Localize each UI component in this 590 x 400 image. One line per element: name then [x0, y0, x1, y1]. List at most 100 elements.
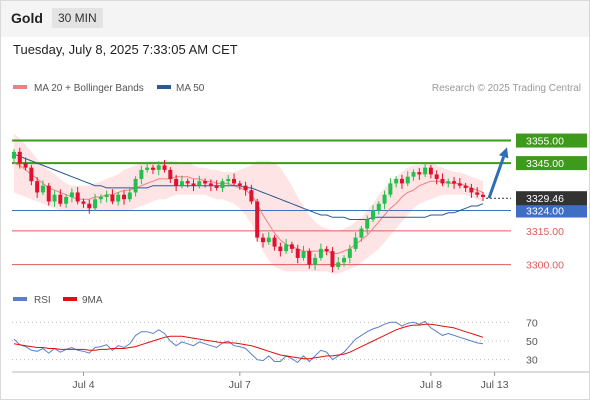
candle	[243, 181, 248, 196]
candle-body	[226, 178, 231, 182]
candle-body	[145, 167, 150, 170]
projection-arrow-shaft	[487, 156, 506, 199]
level-label-3315.00: 3315.00	[526, 226, 564, 238]
rsi-tick-label: 30	[526, 355, 538, 367]
candle	[336, 257, 341, 270]
candle	[64, 194, 69, 208]
candle	[382, 190, 387, 210]
candle	[353, 232, 358, 252]
candle-body	[214, 185, 219, 188]
candle-body	[208, 183, 213, 186]
candle-body	[423, 167, 428, 175]
candle-body	[150, 167, 155, 170]
copyright-text: Research © 2025 Trading Central	[432, 83, 581, 94]
candle-body	[260, 237, 265, 243]
candle	[35, 177, 40, 198]
candle-body	[87, 203, 92, 209]
candle-body	[116, 194, 121, 202]
candle-body	[17, 151, 22, 164]
candle-body	[307, 251, 312, 265]
candle-body	[336, 262, 341, 267]
candle-body	[249, 190, 254, 202]
candle-body	[237, 183, 242, 186]
candle-body	[469, 187, 474, 193]
candle	[162, 159, 167, 173]
level-label-3324.00: 3324.00	[526, 206, 564, 218]
candle-body	[98, 196, 103, 200]
candle	[255, 198, 260, 242]
candle-body	[46, 185, 51, 202]
chart-datetime: Tuesday, July 8, 2025 7:33:05 AM CET	[13, 42, 238, 57]
candle-body	[110, 194, 115, 202]
legend-label-rsi: RSI	[34, 295, 51, 306]
candle-body	[463, 185, 468, 188]
x-tick-label: Jul 7	[229, 379, 251, 391]
candle	[133, 176, 138, 197]
rsi-line	[13, 320, 484, 364]
legend-label-ma50: MA 50	[176, 83, 205, 94]
ma20-line	[13, 162, 484, 254]
candle-body	[394, 178, 399, 184]
candle-body	[266, 237, 271, 243]
candle	[463, 182, 468, 193]
candle	[376, 201, 381, 215]
candle-body	[23, 163, 28, 168]
candle	[359, 225, 364, 242]
header-bar: Gold 30 MIN	[1, 1, 589, 37]
candle-body	[353, 237, 358, 249]
candle-body	[35, 181, 40, 193]
level-label-3300.00: 3300.00	[526, 260, 564, 272]
candle	[69, 188, 74, 203]
candle	[249, 184, 254, 205]
candle	[52, 190, 57, 207]
candle	[81, 198, 86, 208]
legend-swatch-rsi-ma	[63, 297, 77, 301]
candle	[417, 168, 422, 180]
candle	[208, 179, 213, 192]
candle	[289, 241, 294, 253]
legend-swatch-ma20	[13, 85, 27, 89]
candle-body	[359, 228, 364, 238]
candle-body	[475, 192, 480, 195]
candle-body	[52, 194, 57, 202]
candle-body	[342, 257, 347, 263]
candle-body	[428, 167, 433, 175]
candle	[399, 174, 404, 189]
timeframe-selector[interactable]: 30 MIN	[52, 8, 103, 28]
ma50-line	[13, 153, 484, 220]
candle-body	[127, 192, 132, 200]
candle	[266, 232, 271, 245]
candle	[295, 244, 300, 264]
candle	[272, 234, 277, 251]
candle	[87, 199, 92, 214]
candle	[174, 174, 179, 192]
candle	[388, 178, 393, 198]
candle	[29, 164, 34, 186]
candle-body	[330, 251, 335, 267]
candle-body	[411, 172, 416, 177]
candle	[58, 189, 63, 207]
candle-body	[191, 183, 196, 186]
candle	[139, 165, 144, 185]
candle-body	[243, 185, 248, 191]
candle	[168, 167, 173, 183]
candle	[452, 177, 457, 189]
candle	[365, 215, 370, 234]
instrument-name: Gold	[11, 10, 43, 26]
candle-body	[29, 167, 34, 182]
legend-swatch-rsi	[13, 297, 27, 301]
candle	[220, 178, 225, 193]
candle	[405, 171, 410, 187]
projection-arrow-head	[498, 147, 509, 159]
candle	[411, 169, 416, 181]
candle-body	[104, 194, 109, 197]
candle-body	[69, 192, 74, 197]
candle-body	[197, 181, 202, 186]
x-tick-label: Jul 4	[72, 379, 94, 391]
candle	[156, 161, 161, 176]
candle-body	[318, 248, 323, 258]
candle	[370, 205, 375, 223]
candle	[203, 178, 208, 188]
